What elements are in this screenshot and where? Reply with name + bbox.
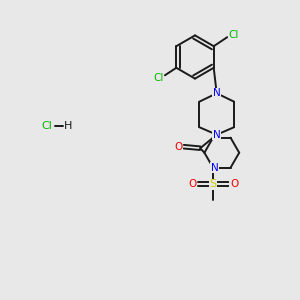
Text: S: S <box>209 179 217 189</box>
Text: O: O <box>174 142 182 152</box>
Text: N: N <box>213 88 220 98</box>
Text: H: H <box>64 121 73 131</box>
Text: Cl: Cl <box>229 30 239 40</box>
Text: Cl: Cl <box>153 73 164 83</box>
Text: O: O <box>230 179 238 189</box>
Text: O: O <box>188 179 196 189</box>
Text: Cl: Cl <box>41 121 52 131</box>
Text: N: N <box>211 163 218 173</box>
Text: N: N <box>213 130 220 140</box>
